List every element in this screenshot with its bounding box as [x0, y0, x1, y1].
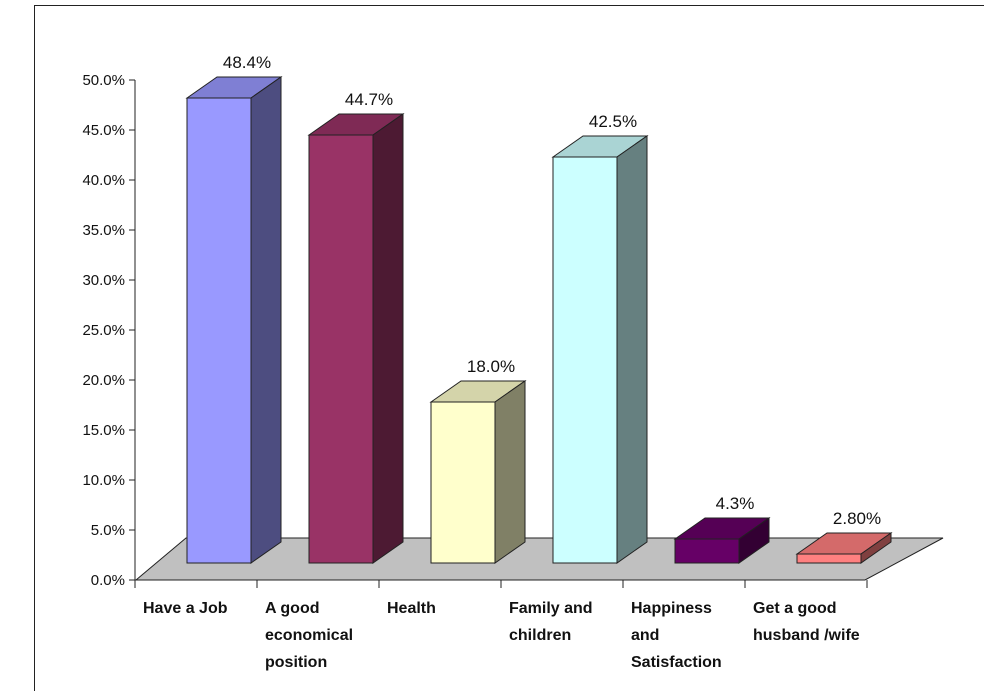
category-label: economical [265, 627, 353, 644]
y-tick-label: 30.0% [82, 272, 125, 289]
bar-front-face [675, 539, 739, 563]
y-tick-label: 5.0% [91, 522, 125, 539]
bar-front-face [431, 402, 495, 563]
bar-4 [553, 136, 647, 563]
bar-front-face [797, 554, 861, 563]
y-tick-label: 20.0% [82, 372, 125, 389]
category-label: position [265, 654, 327, 671]
y-tick-label: 10.0% [82, 472, 125, 489]
bar-2 [309, 114, 403, 563]
bar-side-face [495, 381, 525, 563]
category-label: Family and [509, 600, 593, 617]
data-label: 42.5% [589, 112, 637, 131]
category-label: Health [387, 600, 436, 617]
bar-3 [431, 381, 525, 563]
data-label: 18.0% [467, 357, 515, 376]
category-label: Satisfaction [631, 654, 722, 671]
y-tick-label: 15.0% [82, 422, 125, 439]
y-tick-label: 0.0% [91, 572, 125, 589]
data-label: 4.3% [716, 494, 755, 513]
category-label: Happiness [631, 600, 712, 617]
category-label: children [509, 627, 571, 644]
bar-front-face [553, 157, 617, 563]
y-tick-label: 50.0% [82, 72, 125, 89]
bar-side-face [373, 114, 403, 563]
y-tick-label: 25.0% [82, 322, 125, 339]
data-label: 44.7% [345, 90, 393, 109]
y-tick-label: 35.0% [82, 222, 125, 239]
category-label: husband /wife [753, 627, 860, 644]
y-tick-label: 45.0% [82, 122, 125, 139]
bar-side-face [251, 77, 281, 563]
bar-front-face [187, 98, 251, 563]
bar-front-face [309, 135, 373, 563]
category-label: Have a Job [143, 600, 228, 617]
category-label: A good [265, 600, 320, 617]
bar-1 [187, 77, 281, 563]
y-tick-label: 40.0% [82, 172, 125, 189]
data-label: 48.4% [223, 53, 271, 72]
bar-side-face [617, 136, 647, 563]
data-label: 2.80% [833, 509, 881, 528]
category-label: Get a good [753, 600, 837, 617]
category-label: and [631, 627, 659, 644]
